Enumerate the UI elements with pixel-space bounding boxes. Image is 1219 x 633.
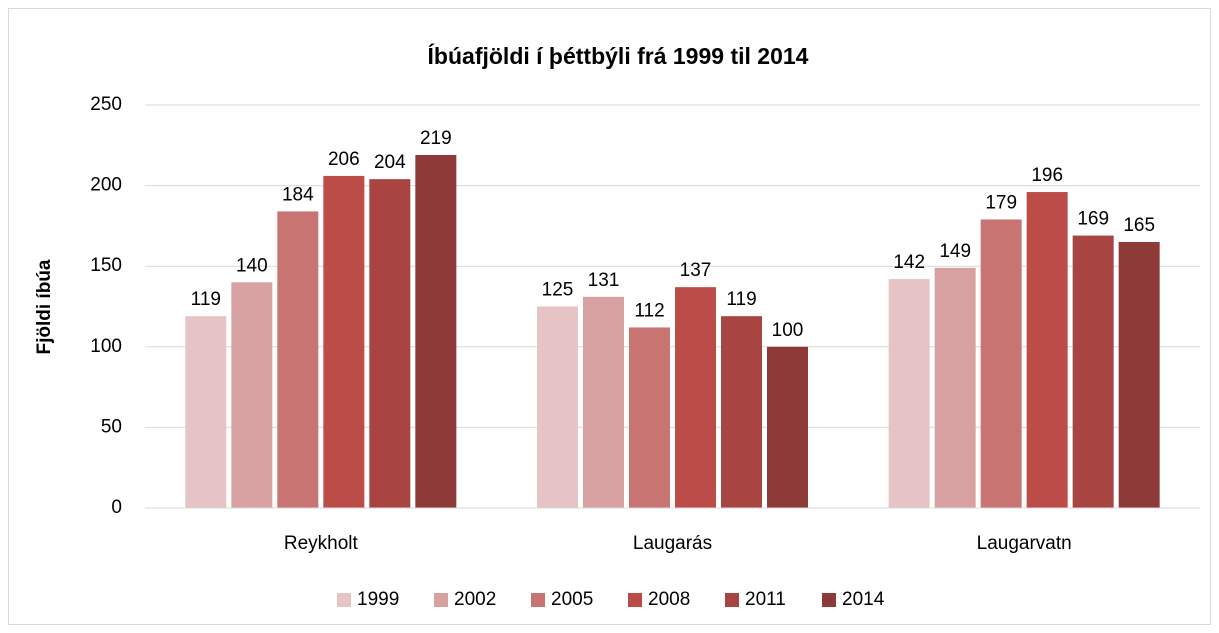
data-label: 119 [191, 289, 221, 310]
data-label: 196 [1031, 165, 1063, 186]
data-label: 119 [726, 289, 756, 310]
legend-swatch [725, 593, 739, 607]
data-label: 206 [328, 149, 360, 170]
data-label: 131 [588, 270, 620, 291]
legend-label: 2014 [842, 589, 885, 610]
bar [277, 211, 319, 508]
data-label: 112 [634, 300, 664, 321]
legend-label: 2011 [745, 589, 786, 610]
bar [323, 175, 365, 509]
y-tick-label: 150 [90, 255, 122, 276]
legend-swatch [434, 593, 448, 607]
data-label: 100 [772, 320, 804, 341]
y-tick-label: 250 [90, 94, 122, 115]
bar [583, 296, 624, 508]
legend-label: 1999 [357, 589, 399, 610]
bar [1026, 192, 1068, 508]
legend-swatch [822, 593, 836, 607]
bar [934, 267, 976, 508]
y-tick-label: 200 [90, 175, 122, 196]
legend-label: 2005 [551, 589, 593, 610]
chart-title: Íbúafjöldi í þéttbýli frá 1999 til 2014 [428, 42, 809, 69]
bar [1118, 242, 1160, 508]
legend-swatch [531, 593, 545, 607]
data-label: 142 [893, 252, 925, 273]
legend-label: 2008 [648, 589, 690, 610]
data-label: 137 [680, 260, 712, 281]
data-label: 204 [374, 152, 406, 173]
bar [888, 279, 930, 508]
legend-label: 2002 [454, 589, 496, 610]
data-label: 165 [1123, 215, 1155, 236]
bar [675, 287, 716, 508]
x-tick-label: Reykholt [284, 533, 359, 554]
bar [537, 306, 578, 508]
bar [629, 327, 670, 508]
y-tick-label: 100 [90, 336, 122, 357]
legend-swatch [337, 593, 351, 607]
bar [1072, 235, 1114, 508]
data-label: 184 [282, 184, 314, 205]
bar [767, 346, 808, 508]
bar [980, 219, 1022, 508]
data-label: 140 [236, 255, 268, 276]
data-label: 149 [939, 241, 971, 262]
bar [415, 154, 457, 509]
data-label: 125 [542, 280, 574, 301]
y-tick-label: 0 [111, 497, 122, 518]
data-label: 169 [1077, 209, 1109, 230]
y-axis-label: Fjöldi íbúa [34, 259, 55, 354]
data-label: 179 [985, 192, 1017, 213]
data-label: 219 [420, 128, 452, 149]
bar [721, 316, 762, 508]
bar [231, 282, 273, 508]
bar [185, 316, 227, 508]
y-tick-label: 50 [101, 416, 122, 437]
bar [369, 179, 411, 509]
legend-swatch [628, 593, 642, 607]
x-tick-label: Laugarvatn [977, 533, 1072, 554]
x-tick-label: Laugarás [633, 533, 712, 554]
